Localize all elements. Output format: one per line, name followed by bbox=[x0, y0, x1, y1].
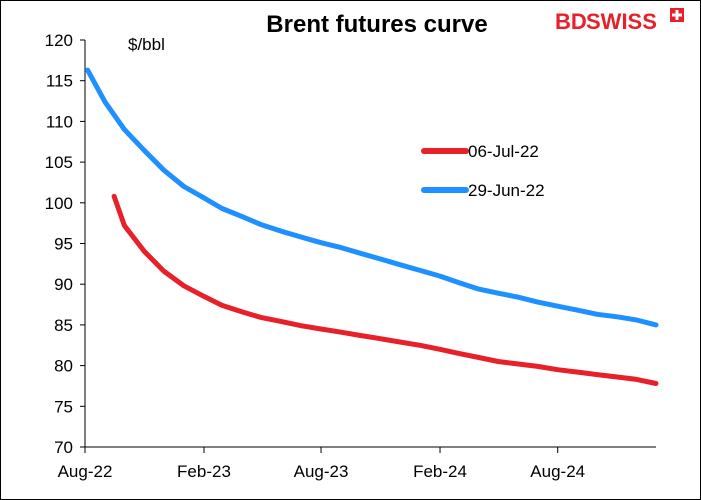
legend: 06-Jul-22 29-Jun-22 bbox=[421, 142, 545, 200]
y-tick-label: 115 bbox=[46, 72, 73, 91]
x-tick-label: Aug-23 bbox=[294, 462, 349, 481]
legend-label: 29-Jun-22 bbox=[468, 181, 545, 200]
y-tick-label: 90 bbox=[54, 275, 73, 294]
y-tick-label: 85 bbox=[54, 316, 73, 335]
logo-text-bd: BD bbox=[555, 9, 587, 34]
x-tick-label: Aug-24 bbox=[530, 462, 585, 481]
x-tick-label: Feb-24 bbox=[413, 462, 467, 481]
y-tick-label: 95 bbox=[54, 235, 73, 254]
series-line-29-Jun-22 bbox=[85, 67, 659, 328]
bdswiss-logo: BD SWISS bbox=[555, 8, 684, 34]
legend-label: 06-Jul-22 bbox=[468, 142, 539, 161]
y-tick-label: 70 bbox=[54, 438, 73, 457]
y-axis-unit-label: $/bbl bbox=[128, 35, 165, 54]
series-lines bbox=[85, 67, 659, 386]
y-tick-label: 120 bbox=[45, 31, 73, 50]
y-tick-label: 110 bbox=[46, 112, 73, 131]
chart-title: Brent futures curve bbox=[266, 11, 487, 38]
y-tick-label: 75 bbox=[54, 397, 73, 416]
swiss-cross-icon bbox=[670, 8, 684, 22]
logo-text-swiss: SWISS bbox=[586, 9, 657, 34]
y-tick-label: 100 bbox=[45, 194, 73, 213]
y-axis-ticks: 70 75 80 85 90 95 100 105 110 115 120 bbox=[45, 31, 85, 457]
x-tick-label: Feb-23 bbox=[177, 462, 231, 481]
y-tick-label: 105 bbox=[45, 153, 73, 172]
x-tick-label: Aug-22 bbox=[58, 462, 113, 481]
x-axis-ticks: Aug-22 Feb-23 Aug-23 Feb-24 Aug-24 bbox=[58, 447, 585, 481]
series-line-06-Jul-22 bbox=[111, 193, 659, 386]
y-tick-label: 80 bbox=[54, 357, 73, 376]
